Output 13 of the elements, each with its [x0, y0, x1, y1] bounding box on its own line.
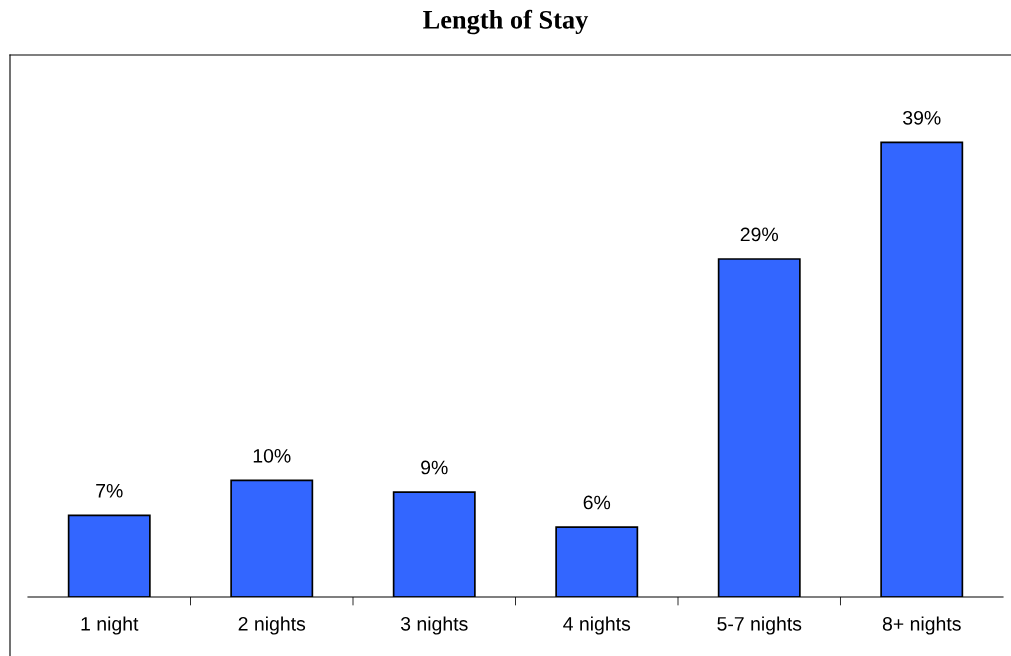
data-label: 29% [740, 227, 779, 242]
data-label: 9% [421, 460, 448, 475]
data-label: 39% [903, 110, 941, 125]
x-tick-label: 8+ nights [882, 616, 961, 635]
data-label: 6% [583, 495, 611, 510]
x-tick-label: 4 nights [563, 616, 631, 635]
data-label: 10% [253, 448, 291, 463]
x-tick-label: 2 nights [238, 616, 306, 635]
data-label: 7% [96, 484, 123, 498]
chart-title: Length of Stay [423, 9, 589, 35]
x-tick-label: 5-7 nights [717, 616, 802, 635]
x-tick-label: 1 night [81, 616, 139, 635]
x-tick-label: 3 nights [400, 616, 468, 635]
